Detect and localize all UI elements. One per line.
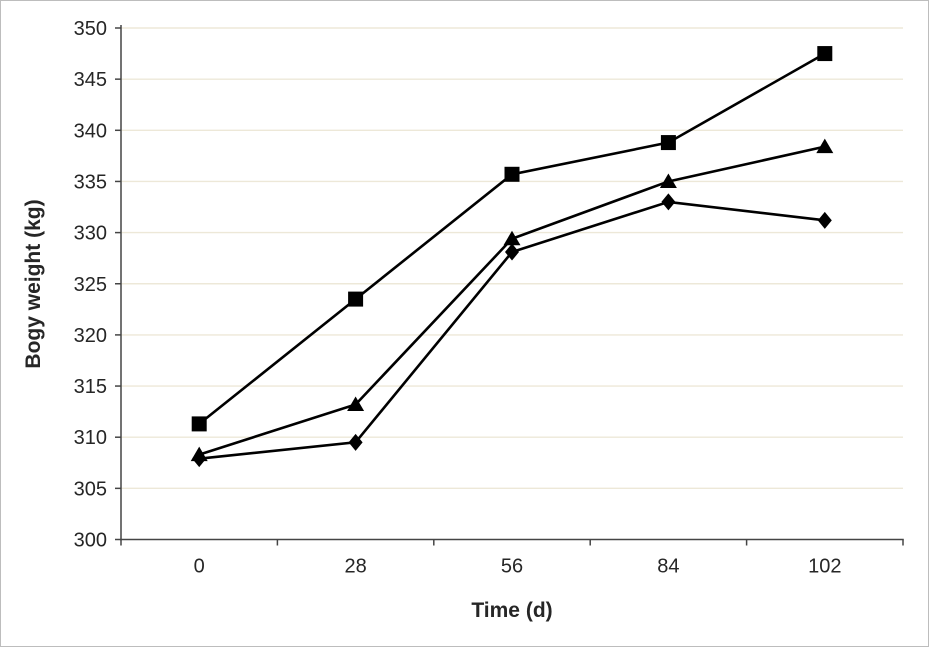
x-tick-label: 84 [657,556,679,578]
triangle-series-line [198,145,826,456]
y-tick-label: 345 [74,69,107,91]
diamond-marker [192,450,207,468]
y-tick-label: 310 [74,427,107,449]
y-tick-label: 350 [74,18,107,40]
y-tick-label: 335 [74,171,107,193]
x-tick-label: 102 [808,556,841,578]
y-tick-label: 315 [74,376,107,398]
square-marker [817,46,833,62]
x-tick-label: 56 [501,556,523,578]
triangle-marker [503,230,521,246]
triangle-marker [347,396,365,411]
y-tick-label: 330 [74,223,107,245]
y-tick-label: 325 [74,274,107,296]
square-marker [504,166,520,182]
diamond-marker [348,433,363,451]
square-marker [660,135,676,151]
x-axis-title: Time (d) [471,599,553,622]
diamond-marker [817,211,832,229]
y-tick-label: 300 [74,530,107,552]
x-tick-label: 0 [194,556,205,578]
diamond-marker [505,243,519,261]
y-axis-title: Bogy weight (kg) [22,199,45,369]
x-tick-label: 28 [344,556,366,578]
y-tick-label: 340 [74,120,107,142]
diamond-marker [661,193,676,211]
triangle-marker [816,138,834,154]
triangle-marker [659,173,677,188]
square-marker [191,416,207,432]
square-marker [348,291,364,307]
y-tick-label: 320 [74,325,107,347]
y-tick-label: 305 [74,478,107,500]
